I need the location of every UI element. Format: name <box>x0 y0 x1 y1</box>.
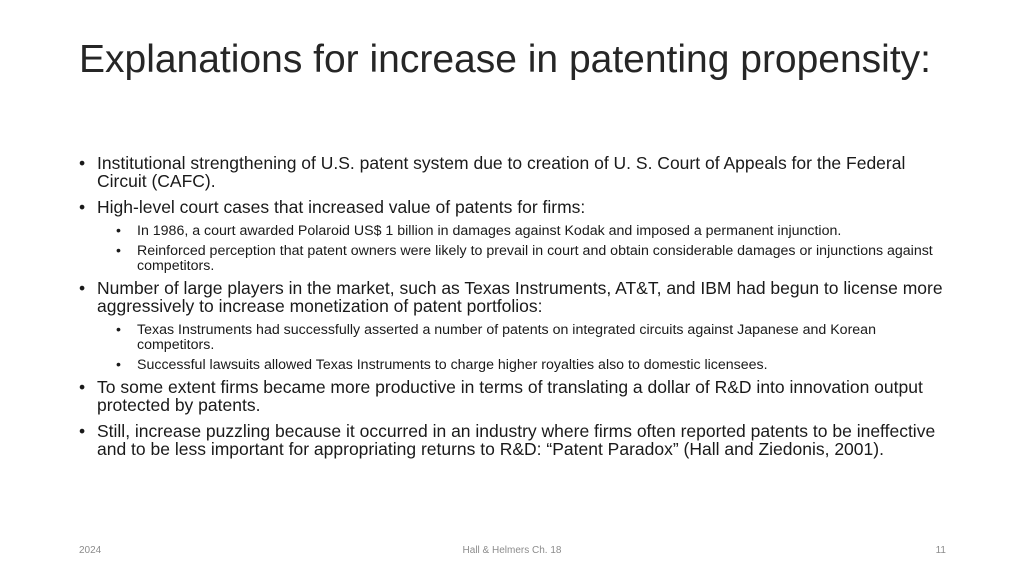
bullet-item: • Institutional strengthening of U.S. pa… <box>79 154 947 190</box>
sub-bullet-text: In 1986, a court awarded Polaroid US$ 1 … <box>137 223 842 239</box>
sub-bullet-item: • Successful lawsuits allowed Texas Inst… <box>79 358 947 373</box>
sub-bullet-text: Successful lawsuits allowed Texas Instru… <box>137 357 768 373</box>
footer-source: Hall & Helmers Ch. 18 <box>462 545 562 556</box>
sub-bullet-dot: • <box>116 243 121 259</box>
bullet-item: • Still, increase puzzling because it oc… <box>79 422 947 458</box>
bullet-text: To some extent firms became more product… <box>97 377 923 415</box>
sub-bullet-dot: • <box>116 223 121 239</box>
bullet-text: Still, increase puzzling because it occu… <box>97 421 936 459</box>
footer-date: 2024 <box>79 545 102 556</box>
sub-bullet-dot: • <box>116 322 121 338</box>
bullet-item: • Number of large players in the market,… <box>79 279 947 315</box>
bullet-dot: • <box>79 377 86 397</box>
bullet-text: High-level court cases that increased va… <box>97 197 586 217</box>
bullet-list: • Institutional strengthening of U.S. pa… <box>79 154 947 466</box>
slide-number: 11 <box>935 545 946 556</box>
bullet-dot: • <box>79 278 86 298</box>
sub-bullet-text: Reinforced perception that patent owners… <box>137 243 933 274</box>
sub-bullet-dot: • <box>116 357 121 373</box>
bullet-item: • High-level court cases that increased … <box>79 198 947 216</box>
bullet-dot: • <box>79 153 86 173</box>
sub-bullet-item: • Texas Instruments had successfully ass… <box>79 323 947 353</box>
bullet-dot: • <box>79 197 86 217</box>
sub-bullet-list: • In 1986, a court awarded Polaroid US$ … <box>79 224 947 274</box>
bullet-dot: • <box>79 421 86 441</box>
sub-bullet-text: Texas Instruments had successfully asser… <box>137 322 876 353</box>
sub-bullet-item: • In 1986, a court awarded Polaroid US$ … <box>79 224 947 239</box>
slide-title: Explanations for increase in patenting p… <box>79 38 932 81</box>
bullet-text: Institutional strengthening of U.S. pate… <box>97 153 906 191</box>
bullet-item: • To some extent firms became more produ… <box>79 378 947 414</box>
sub-bullet-item: • Reinforced perception that patent owne… <box>79 244 947 274</box>
sub-bullet-list: • Texas Instruments had successfully ass… <box>79 323 947 373</box>
bullet-text: Number of large players in the market, s… <box>97 278 943 316</box>
